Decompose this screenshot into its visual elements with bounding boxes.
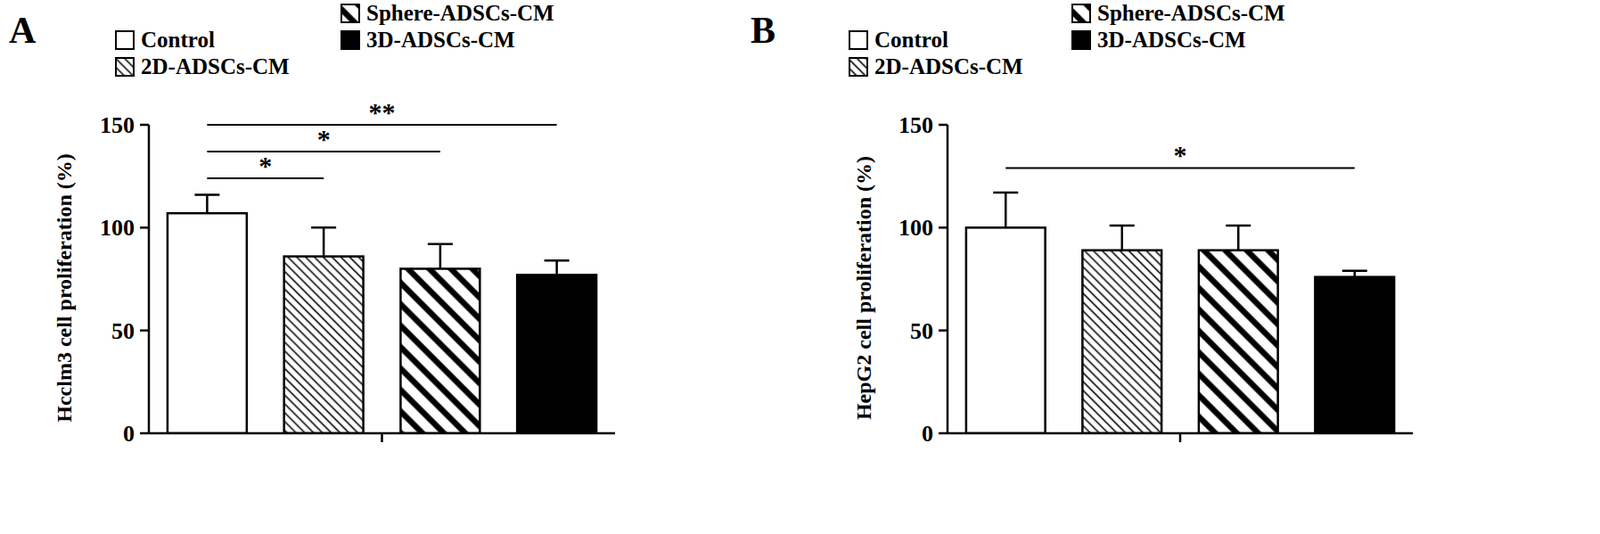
y-tick (938, 432, 948, 435)
panel: B Control2D-ADSCs-CM Sphere-ADSCs-CM3D-ADS… (750, 0, 1413, 447)
legend-swatch (115, 57, 134, 76)
bar (516, 274, 597, 434)
legend-swatch (341, 31, 360, 50)
bar (966, 227, 1046, 434)
error-bar (1109, 225, 1135, 251)
plot-data (966, 192, 1395, 434)
y-axis-label: HepG2 cell proliferation (%) (852, 155, 876, 420)
y-tick (139, 123, 149, 127)
x-tick (1179, 433, 1182, 443)
legend-swatch (849, 57, 868, 76)
y-axis (147, 124, 151, 434)
significance-label: * (1173, 139, 1188, 170)
y-tick-label: 0 (921, 420, 934, 447)
x-tick (380, 433, 384, 443)
plot-data (167, 194, 597, 434)
error-bar (427, 244, 453, 270)
y-tick-label: 50 (111, 318, 135, 345)
legend-swatch (115, 31, 134, 50)
y-tick-label: 50 (910, 318, 934, 345)
error-bar (194, 194, 220, 214)
figure: AControl2D-ADSCs-CMSphere-ADSCs-CM3D-ADS… (0, 0, 1600, 534)
y-tick-label: 150 (898, 112, 934, 139)
legend-swatch (1072, 4, 1091, 23)
error-bar (544, 260, 570, 275)
y-tick (938, 123, 948, 127)
y-tick-label: 0 (123, 420, 135, 447)
y-tick-label: 100 (99, 214, 135, 241)
panel-label: B (750, 9, 776, 51)
legend-label: Control (140, 27, 215, 52)
y-tick (139, 432, 149, 435)
y-tick (938, 328, 948, 332)
bar (1082, 250, 1162, 434)
panel-label: A (8, 9, 37, 51)
significance-label: * (317, 123, 331, 154)
legend-swatch (849, 31, 868, 50)
y-tick-label: 150 (99, 112, 135, 139)
legend-label: 2D-ADSCs-CM (140, 54, 290, 79)
y-tick (139, 226, 149, 230)
significance-label: * (258, 150, 272, 181)
y-tick (139, 328, 149, 332)
legend-label: 3D-ADSCs-CM (1097, 27, 1247, 52)
error-bar (311, 227, 337, 256)
y-axis-label: Hcclm3 cell proliferation (%) (52, 153, 76, 422)
error-bar (992, 192, 1018, 228)
error-bar (1225, 225, 1251, 251)
significance-label: ** (369, 97, 396, 127)
legend-label: Control (874, 27, 949, 52)
legend-swatch (341, 4, 360, 23)
legend-swatch (1072, 31, 1091, 50)
legend-label: 2D-ADSCs-CM (874, 54, 1024, 79)
bar (400, 268, 480, 434)
legend-label: Sphere-ADSCs-CM (366, 0, 555, 25)
y-axis (946, 124, 950, 434)
y-tick (938, 226, 948, 230)
bar (284, 256, 364, 434)
bar (1314, 277, 1395, 434)
bar (1198, 250, 1279, 434)
bar (167, 213, 247, 434)
legend-label: Sphere-ADSCs-CM (1097, 0, 1286, 25)
legend-label: 3D-ADSCs-CM (366, 27, 516, 52)
y-tick-label: 100 (898, 214, 934, 241)
panel: A Control2D-ADSCs-CM Sphere-ADSCs-CM3D-ADS… (8, 0, 616, 447)
